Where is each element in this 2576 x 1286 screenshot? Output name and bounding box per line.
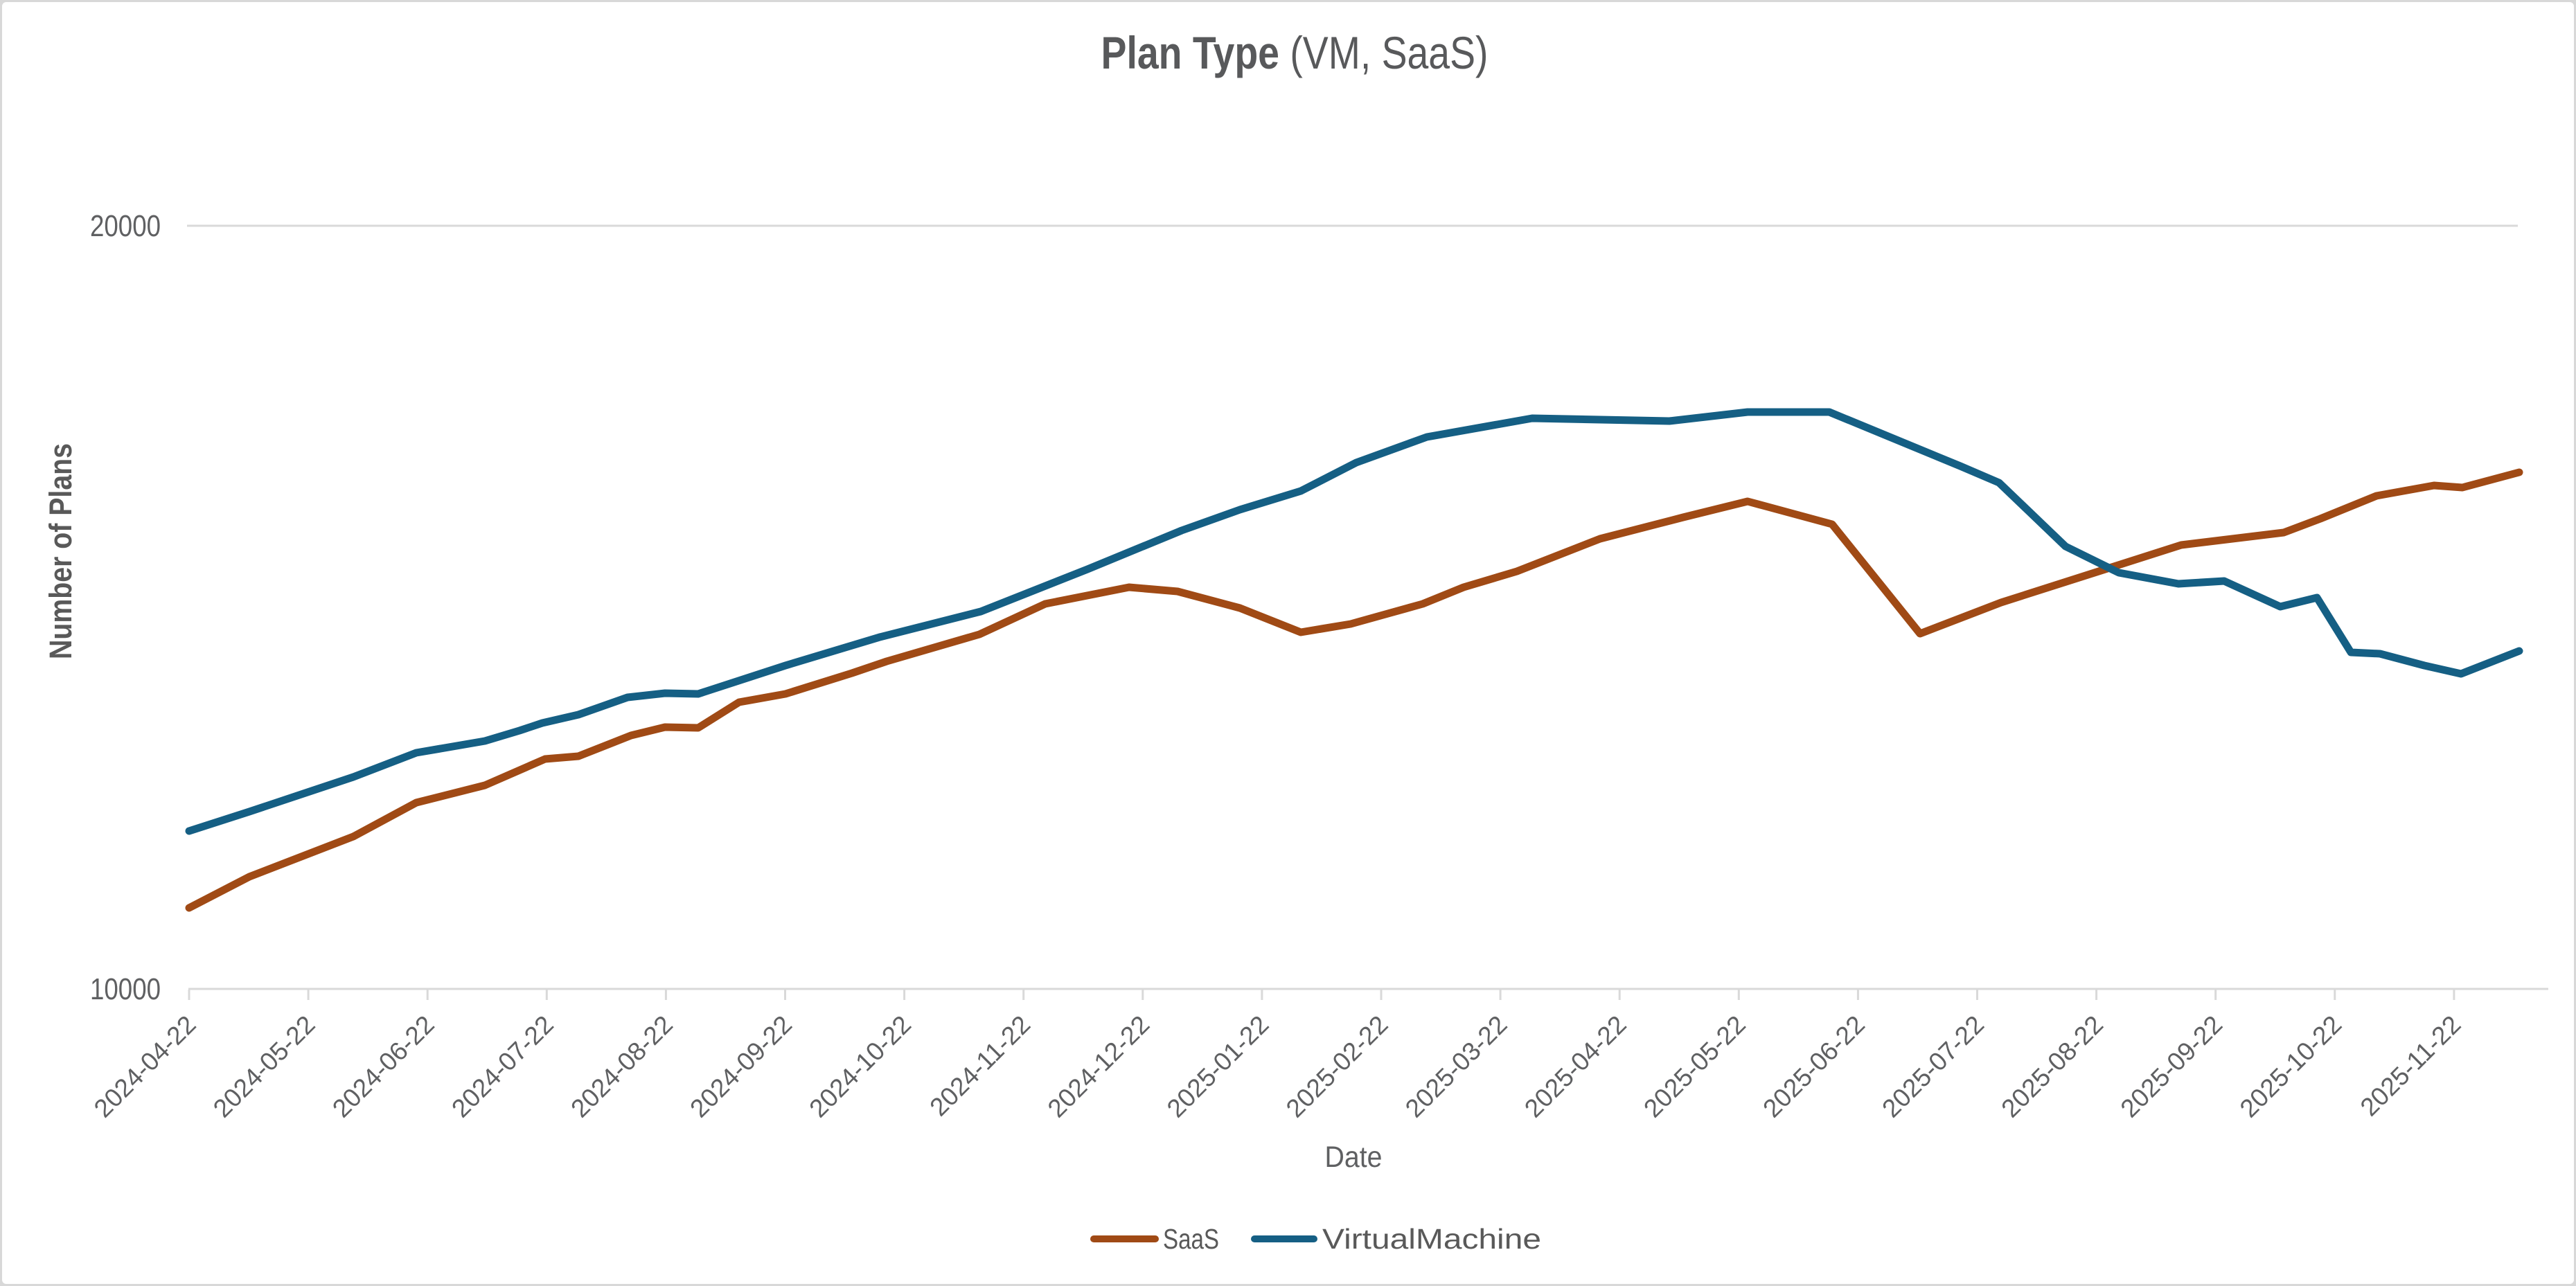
svg-text:Date: Date (1325, 1141, 1383, 1174)
svg-text:10000: 10000 (90, 972, 161, 1006)
svg-text:SaaS: SaaS (1163, 1223, 1219, 1255)
svg-text:20000: 20000 (90, 209, 161, 243)
svg-text:VirtualMachine: VirtualMachine (1322, 1223, 1541, 1255)
svg-text:Plan Type (VM, SaaS): Plan Type (VM, SaaS) (1101, 27, 1489, 78)
svg-text:Number of Plans: Number of Plans (43, 443, 78, 659)
